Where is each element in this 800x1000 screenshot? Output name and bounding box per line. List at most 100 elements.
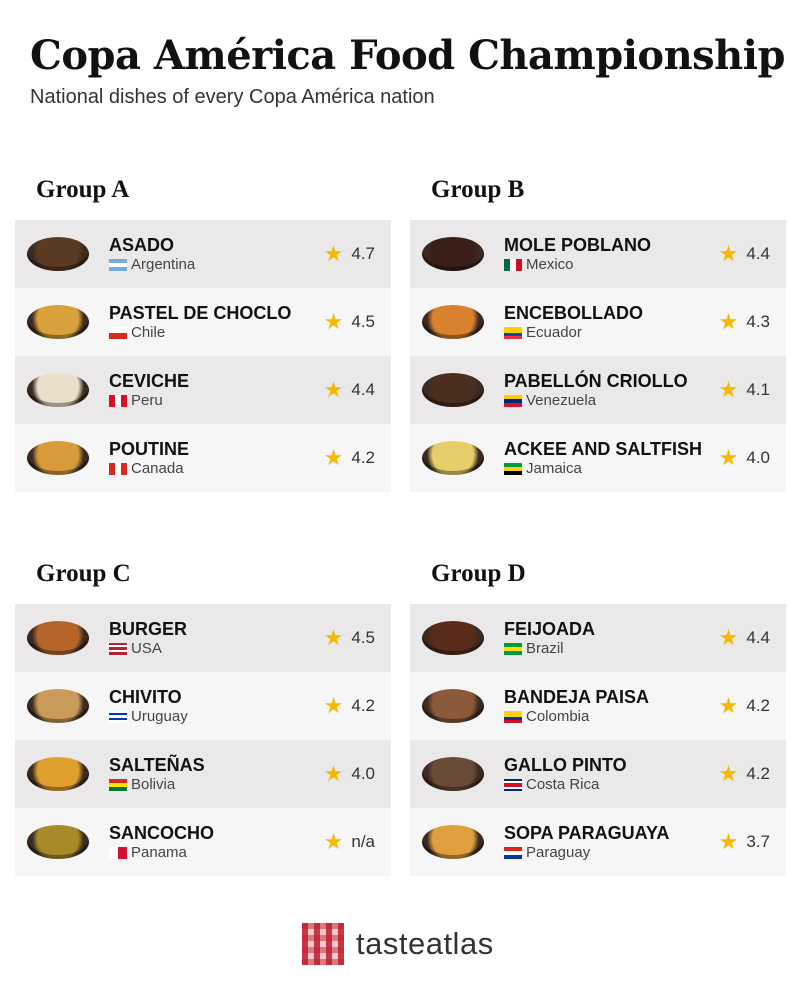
dish-row: PABELLÓN CRIOLLO Venezuela ★ 4.1	[410, 356, 786, 424]
flag-icon	[504, 778, 522, 791]
dish-row: SALTEÑAS Bolivia ★ 4.0	[15, 740, 391, 808]
dish-row: MOLE POBLANO Mexico ★ 4.4	[410, 220, 786, 288]
dish-image	[27, 825, 89, 859]
flag-icon	[109, 846, 127, 859]
country-name: Mexico	[526, 256, 574, 273]
dish-image	[27, 237, 89, 271]
country-name: Panama	[131, 844, 187, 861]
country-name: Peru	[131, 392, 163, 409]
flag-icon	[504, 258, 522, 271]
dish-image	[422, 621, 484, 655]
dish-row: ENCEBOLLADO Ecuador ★ 4.3	[410, 288, 786, 356]
country-name: Costa Rica	[526, 776, 600, 793]
flag-icon	[109, 394, 127, 407]
star-icon: ★	[323, 377, 344, 402]
dish-name: POUTINE	[109, 439, 190, 459]
flag-icon	[109, 258, 127, 271]
flag-icon	[109, 710, 127, 723]
dish-name: SALTEÑAS	[109, 755, 205, 775]
flag-icon	[504, 846, 522, 859]
dish-image	[27, 305, 89, 339]
dish-name: BURGER	[109, 619, 188, 639]
dish-name: CHIVITO	[109, 687, 182, 707]
dish-row: BURGER USA ★ 4.5	[15, 604, 391, 672]
dish-name: ENCEBOLLADO	[504, 303, 643, 323]
flag-icon	[504, 394, 522, 407]
dish-image	[422, 441, 484, 475]
country-name: Argentina	[131, 256, 196, 273]
flag-icon	[109, 778, 127, 791]
rating-value: 4.7	[351, 244, 375, 263]
dish-name: SANCOCHO	[109, 823, 215, 843]
dish-name: FEIJOADA	[504, 619, 596, 639]
rating-value: 4.0	[746, 448, 770, 467]
star-icon: ★	[323, 309, 344, 334]
dish-name: MOLE POBLANO	[504, 235, 651, 255]
dish-row: CEVICHE Peru ★ 4.4	[15, 356, 391, 424]
country-name: Bolivia	[131, 776, 176, 793]
group-title: Group B	[431, 176, 525, 203]
dish-image	[27, 373, 89, 407]
rating-value: 4.4	[746, 244, 770, 263]
country-name: Jamaica	[526, 460, 582, 477]
rating-value: 4.5	[351, 312, 375, 331]
country-name: Brazil	[526, 640, 564, 657]
dish-image	[27, 441, 89, 475]
country-name: USA	[131, 640, 162, 657]
dish-image	[27, 689, 89, 723]
dish-row: FEIJOADA Brazil ★ 4.4	[410, 604, 786, 672]
dish-name: PASTEL DE CHOCLO	[109, 303, 292, 323]
page-title: Copa América Food Championship	[30, 32, 785, 79]
dish-row: POUTINE Canada ★ 4.2	[15, 424, 391, 492]
flag-icon	[109, 326, 127, 339]
country-name: Venezuela	[526, 392, 597, 409]
dish-image	[27, 621, 89, 655]
country-name: Colombia	[526, 708, 590, 725]
dish-image	[422, 757, 484, 791]
group-title: Group D	[431, 560, 526, 587]
star-icon: ★	[323, 761, 344, 786]
dish-name: ACKEE AND SALTFISH	[504, 439, 702, 459]
rating-value: 3.7	[746, 832, 770, 851]
country-name: Uruguay	[131, 708, 188, 725]
rating-value: 4.1	[746, 380, 770, 399]
logo-text: tasteatlas	[356, 926, 494, 961]
star-icon: ★	[323, 445, 344, 470]
dish-name: CEVICHE	[109, 371, 190, 391]
star-icon: ★	[323, 693, 344, 718]
rating-value: 4.2	[746, 764, 770, 783]
dish-name: PABELLÓN CRIOLLO	[504, 371, 688, 391]
star-icon: ★	[323, 625, 344, 650]
rating-value: 4.2	[351, 448, 375, 467]
flag-icon	[109, 642, 127, 655]
dish-row: PASTEL DE CHOCLO Chile ★ 4.5	[15, 288, 391, 356]
star-icon: ★	[718, 829, 739, 854]
rating-value: 4.2	[746, 696, 770, 715]
country-name: Chile	[131, 324, 166, 341]
dish-row: BANDEJA PAISA Colombia ★ 4.2	[410, 672, 786, 740]
rating-value: 4.0	[351, 764, 375, 783]
tasteatlas-logo: tasteatlas	[302, 923, 494, 965]
star-icon: ★	[323, 241, 344, 266]
flag-icon	[504, 326, 522, 339]
group-b: Group B MOLE POBLANO Mexico ★ 4.4 ENCEBO…	[410, 176, 786, 492]
dish-name: GALLO PINTO	[504, 755, 627, 775]
star-icon: ★	[718, 309, 739, 334]
flag-icon	[109, 462, 127, 475]
flag-icon	[504, 710, 522, 723]
star-icon: ★	[718, 377, 739, 402]
group-title: Group A	[36, 176, 130, 203]
rating-value: 4.4	[351, 380, 375, 399]
dish-row: SANCOCHO Panama ★ n/a	[15, 808, 391, 876]
group-c: Group C BURGER USA ★ 4.5 CHIVITO Uruguay…	[15, 560, 391, 876]
country-name: Ecuador	[526, 324, 582, 341]
dish-row: ASADO Argentina ★ 4.7	[15, 220, 391, 288]
dish-row: SOPA PARAGUAYA Paraguay ★ 3.7	[410, 808, 786, 876]
rating-value: 4.2	[351, 696, 375, 715]
dish-image	[422, 825, 484, 859]
star-icon: ★	[718, 693, 739, 718]
star-icon: ★	[718, 761, 739, 786]
rating-value: 4.5	[351, 628, 375, 647]
rating-value: 4.4	[746, 628, 770, 647]
dish-name: BANDEJA PAISA	[504, 687, 650, 707]
